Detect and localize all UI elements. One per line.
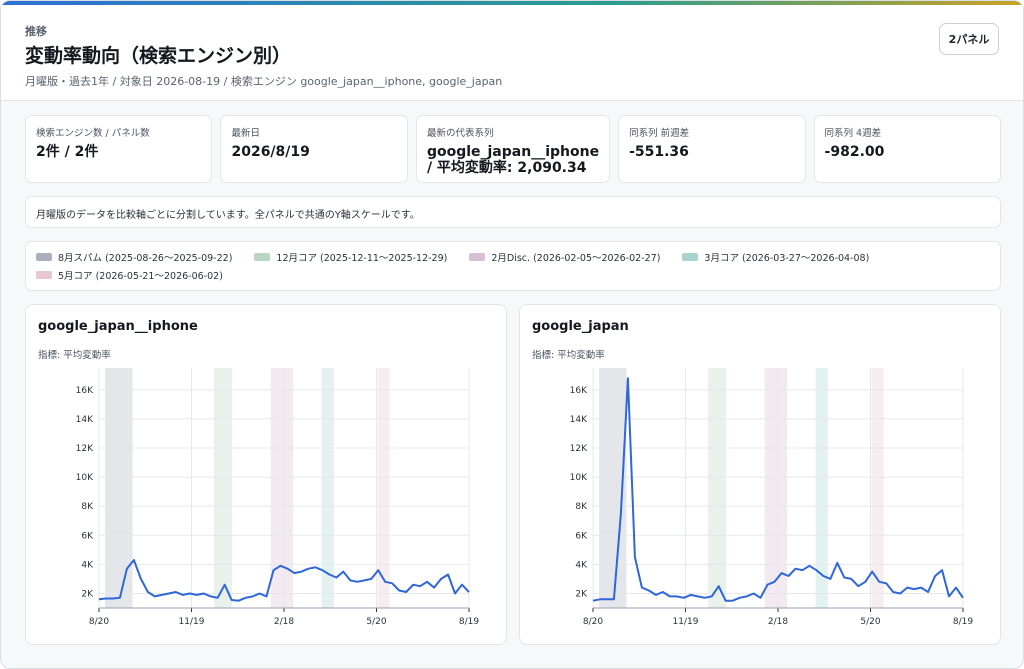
page-subtitle: 月曜版・過去1年 / 対象日 2026-08-19 / 検索エンジン googl…	[25, 75, 503, 88]
update-band	[213, 368, 233, 608]
y-tick-label: 12K	[76, 444, 94, 454]
update-band	[815, 368, 828, 608]
x-tick-label: 2/18	[768, 617, 788, 627]
page-header: 推移 変動率動向（検索エンジン別） 月曜版・過去1年 / 対象日 2026-08…	[1, 5, 1023, 101]
y-tick-label: 8K	[81, 502, 94, 512]
chart-metric-label: 指標: 平均変動率	[532, 350, 605, 361]
kpi-card-representative-series: 最新の代表系列 google_japan__iphone / 平均変動率: 2,…	[415, 115, 611, 183]
series-line	[98, 559, 470, 602]
y-tick-label: 4K	[81, 560, 94, 570]
update-band	[105, 368, 133, 608]
kpi-label: 最新の代表系列	[426, 128, 494, 139]
page-kicker: 推移	[25, 25, 47, 38]
chart-panel-iphone: google_japan__iphone 指標: 平均変動率 2K 4K 6K 8K 1…	[25, 304, 507, 645]
x-tick-label: 11/19	[673, 617, 699, 627]
update-band	[321, 368, 334, 608]
accent-bar	[1, 1, 1023, 5]
chart-title: google_japan	[532, 319, 629, 334]
y-tick-label: 4K	[575, 560, 588, 570]
panel-toggle-button[interactable]: 2パネル	[939, 23, 999, 55]
legend-item: 12月コア (2025-12-11〜2025-12-29)	[254, 250, 447, 264]
x-tick-label: 8/20	[583, 617, 603, 627]
x-tick-label: 8/19	[459, 617, 479, 627]
legend-item: 8月スパム (2025-08-26〜2025-09-22)	[36, 250, 232, 264]
legend-swatch	[254, 253, 271, 261]
kpi-card-engines: 検索エンジン数 / パネル数 2件 / 2件	[25, 115, 213, 183]
kpi-value: -982.00	[824, 144, 885, 160]
kpi-card-4week-diff: 同系列 4週差 -982.00	[813, 115, 1001, 183]
legend-item: 2月Disc. (2026-02-05〜2026-02-27)	[469, 250, 660, 264]
legend-swatch	[36, 271, 52, 279]
line-chart-iphone: 2K 4K 6K 8K 10K 12K 14K 16K 8/20 11/19 2/18 5/20 8/1…	[76, 368, 479, 627]
update-band	[871, 368, 884, 608]
kpi-value: 2件 / 2件	[36, 144, 99, 160]
kpi-card-week-diff: 同系列 前週差 -551.36	[618, 115, 806, 183]
y-tick-label: 14K	[76, 415, 94, 425]
legend-swatch	[36, 253, 52, 261]
x-tick-label: 5/20	[860, 617, 880, 627]
y-tick-label: 2K	[575, 589, 588, 599]
legend-label: 2月Disc. (2026-02-05〜2026-02-27)	[491, 253, 661, 264]
legend-swatch	[682, 253, 699, 261]
chart-panel-google-japan: google_japan 指標: 平均変動率 2K 4K 6K 8K 10K 12K 14K…	[519, 304, 1001, 645]
x-tick-label: 5/20	[366, 617, 386, 627]
y-tick-label: 10K	[76, 473, 94, 483]
update-legend: 8月スパム (2025-08-26〜2025-09-22) 12月コア (202…	[25, 241, 1001, 291]
y-tick-label: 6K	[575, 531, 588, 541]
y-tick-label: 10K	[570, 473, 588, 483]
y-tick-label: 6K	[81, 531, 94, 541]
x-tick-label: 8/20	[89, 617, 109, 627]
kpi-label: 検索エンジン数 / パネル数	[36, 128, 150, 139]
kpi-label: 同系列 前週差	[629, 128, 690, 139]
update-band	[270, 368, 294, 608]
legend-item: 3月コア (2026-03-27〜2026-04-08)	[682, 250, 869, 264]
update-band	[707, 368, 727, 608]
kpi-row: 検索エンジン数 / パネル数 2件 / 2件 最新日 2026/8/19 最新の…	[25, 115, 1001, 183]
y-tick-label: 14K	[570, 415, 588, 425]
x-tick-label: 11/19	[179, 617, 205, 627]
legend-label: 5月コア (2026-05-21〜2026-06-02)	[58, 271, 223, 282]
y-tick-label: 2K	[81, 589, 94, 599]
legend-label: 12月コア (2025-12-11〜2025-12-29)	[276, 253, 448, 264]
y-tick-label: 8K	[575, 502, 588, 512]
y-tick-label: 16K	[570, 386, 588, 396]
update-band	[377, 368, 390, 608]
legend-item: 5月コア (2026-05-21〜2026-06-02)	[36, 268, 223, 282]
x-tick-label: 8/19	[953, 617, 973, 627]
update-band	[764, 368, 788, 608]
chart-metric-label: 指標: 平均変動率	[38, 350, 111, 361]
legend-swatch	[469, 253, 486, 261]
info-note: 月曜版のデータを比較軸ごとに分割しています。全パネルで共通のY軸スケールです。	[25, 196, 1001, 228]
kpi-value: 2026/8/19	[231, 144, 310, 160]
legend-label: 8月スパム (2025-08-26〜2025-09-22)	[58, 253, 233, 264]
page-title: 変動率動向（検索エンジン別）	[25, 45, 292, 67]
chart-title: google_japan__iphone	[38, 319, 198, 334]
kpi-label: 最新日	[231, 128, 260, 139]
x-tick-label: 2/18	[274, 617, 294, 627]
kpi-card-latest-date: 最新日 2026/8/19	[220, 115, 408, 183]
kpi-value: google_japan__iphone / 平均変動率: 2,090.34	[426, 144, 600, 176]
series-line	[592, 377, 964, 602]
kpi-value: -551.36	[629, 144, 689, 160]
y-tick-label: 16K	[76, 386, 94, 396]
y-tick-label: 12K	[570, 444, 588, 454]
line-chart-google-japan: 2K 4K 6K 8K 10K 12K 14K 16K 8/20 11/19 2/18 5/20 8/1…	[570, 368, 973, 627]
kpi-label: 同系列 4週差	[824, 128, 882, 139]
legend-label: 3月コア (2026-03-27〜2026-04-08)	[704, 253, 870, 264]
